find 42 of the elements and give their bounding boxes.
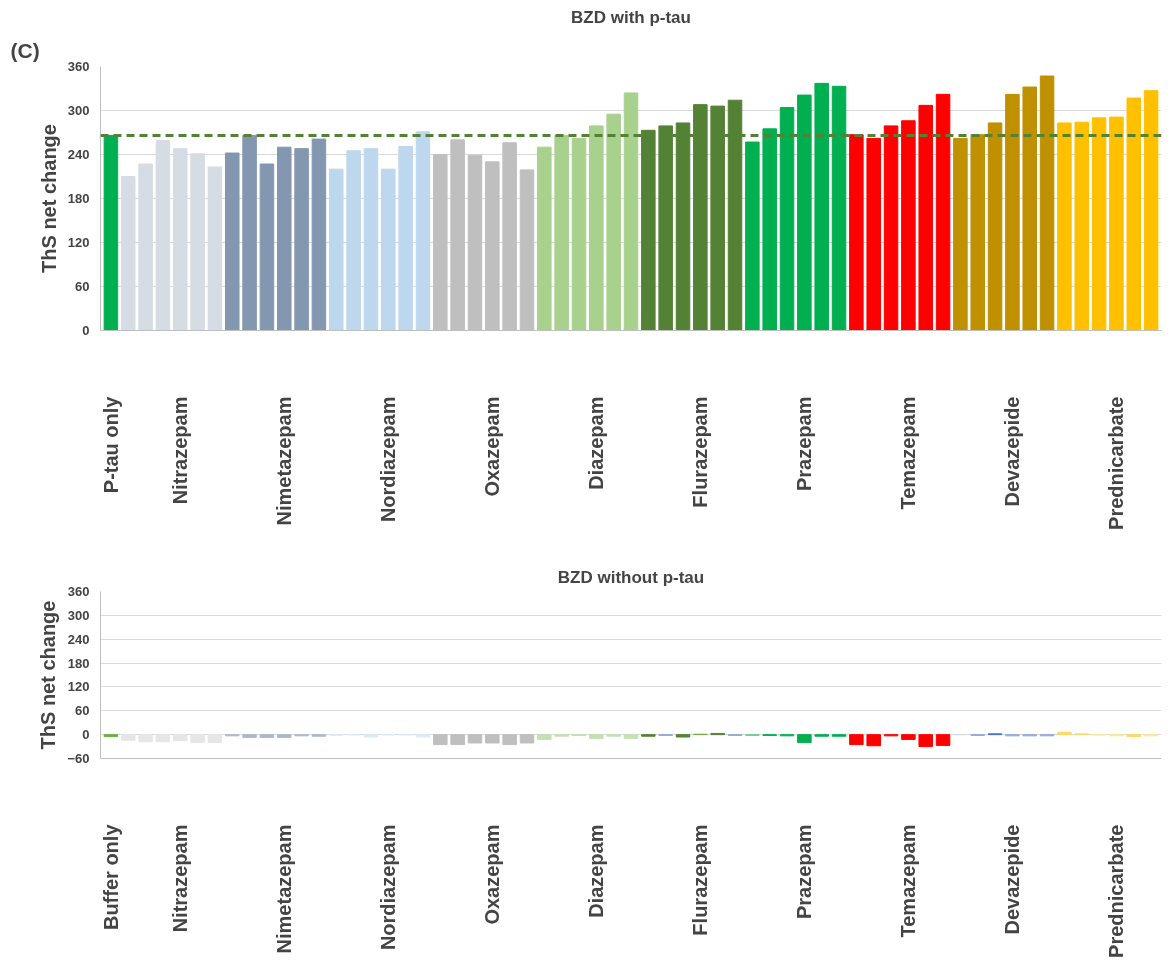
x-tick-label: Diazepam bbox=[585, 396, 608, 490]
x-tick-label: Temazepam bbox=[897, 824, 920, 938]
y-tick-label: 300 bbox=[67, 103, 90, 118]
x-tick-label: Prazepam bbox=[793, 396, 816, 491]
y-tick-label: 300 bbox=[67, 607, 90, 623]
x-tick-label: Flurazepam bbox=[689, 824, 712, 936]
y-tick-label: 360 bbox=[67, 584, 90, 599]
x-tick-label: Nordiazepam bbox=[377, 396, 400, 523]
x-tick-label: Devazepide bbox=[1001, 824, 1024, 935]
y-tick-label: 120 bbox=[67, 235, 90, 250]
y-tick-label: 180 bbox=[67, 191, 90, 206]
y-tick-label: 180 bbox=[67, 655, 90, 671]
y-tick-label: 360 bbox=[67, 59, 90, 74]
chart-title: BZD without p-tau bbox=[557, 567, 705, 587]
x-tick-label: Buffer only bbox=[99, 823, 122, 931]
x-tick-label: Oxazepam bbox=[481, 824, 504, 925]
y-tick-label: −60 bbox=[67, 751, 90, 766]
y-axis-title: ThS net change bbox=[37, 600, 60, 750]
x-tick-label: Prednicarbate bbox=[1105, 396, 1128, 530]
x-tick-label: Nimetazepam bbox=[273, 824, 296, 954]
x-tick-label: Nimetazepam bbox=[273, 396, 296, 526]
chart-title: BZD with p-tau bbox=[571, 7, 691, 27]
x-tick-label: Nitrazepam bbox=[169, 824, 192, 933]
x-tick-label: Prazepam bbox=[793, 824, 816, 919]
text: (C) bbox=[10, 38, 40, 62]
y-tick-label: 240 bbox=[67, 631, 90, 647]
y-tick-label: 240 bbox=[67, 147, 90, 162]
x-tick-label: Oxazepam bbox=[481, 396, 504, 497]
y-tick-label: 0 bbox=[82, 727, 90, 743]
x-tick-label: Flurazepam bbox=[689, 396, 712, 508]
y-tick-label: 60 bbox=[75, 703, 90, 719]
x-tick-label: P-tau only bbox=[99, 395, 122, 494]
x-tick-label: Temazepam bbox=[897, 396, 920, 510]
y-tick-label: 0 bbox=[82, 323, 90, 338]
x-tick-label: Prednicarbate bbox=[1105, 824, 1128, 958]
x-tick-label: Devazepide bbox=[1001, 396, 1024, 507]
y-axis-title: ThS net change bbox=[37, 124, 60, 273]
x-tick-label: Nitrazepam bbox=[169, 396, 192, 505]
x-tick-label: Nordiazepam bbox=[377, 824, 400, 951]
x-tick-label: Diazepam bbox=[585, 824, 608, 918]
y-tick-label: 60 bbox=[75, 279, 90, 294]
y-tick-label: 120 bbox=[67, 679, 90, 695]
